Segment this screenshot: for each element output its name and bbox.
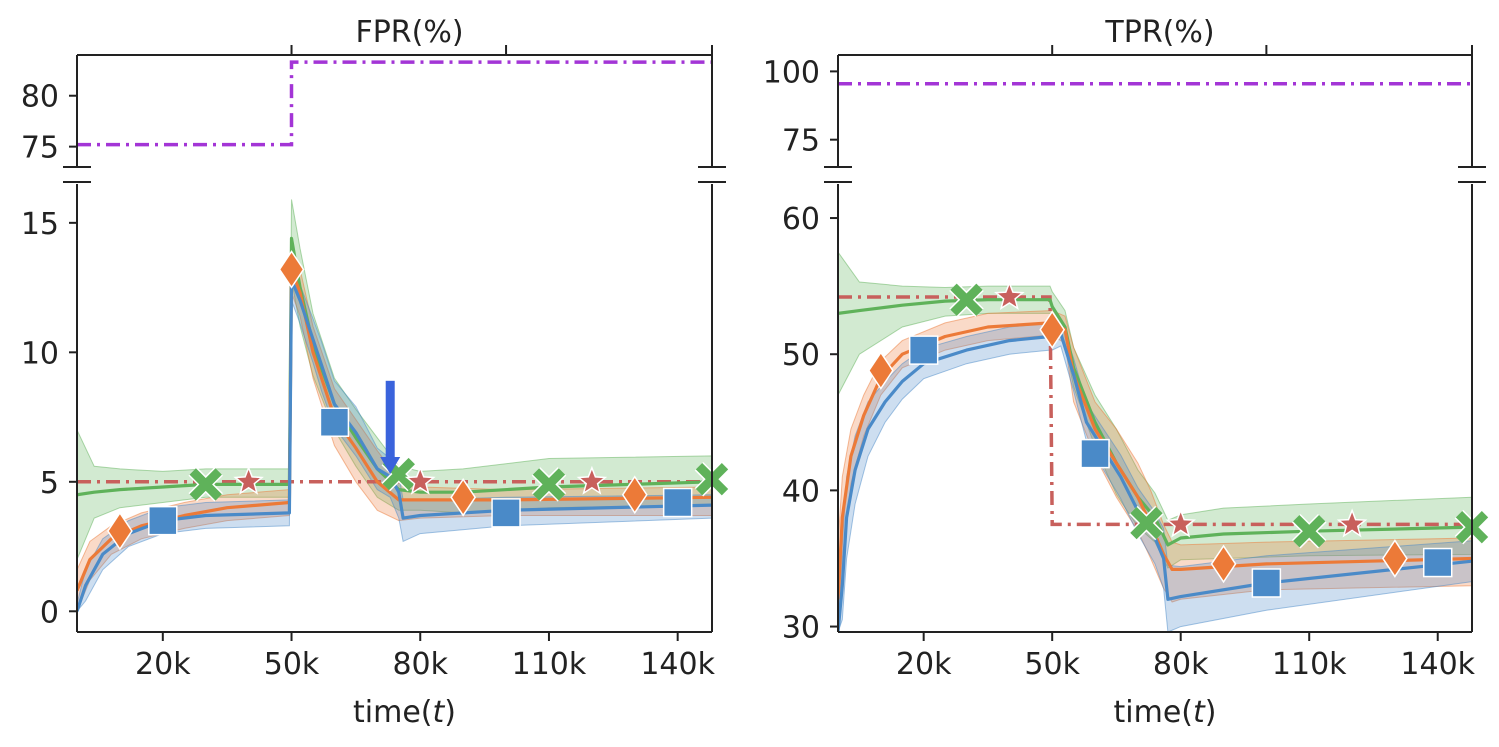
- x-tick-label: 50k: [264, 647, 320, 682]
- y-tick-label: 75: [782, 124, 820, 159]
- y-tick-label: 15: [21, 207, 59, 242]
- x-axis-label-suffix: ): [444, 695, 456, 730]
- x-tick-label: 80k: [392, 647, 448, 682]
- blue-square-marker: [910, 336, 938, 364]
- x-axis-label-prefix: time(: [353, 695, 432, 730]
- x-axis-label-suffix: ): [1205, 695, 1217, 730]
- x-tick-label: 140k: [640, 647, 715, 682]
- chart-figure: 20k 50k 80k 110k 140k 0 5 10 15 75 80 FPR(%) time(t)…: [0, 0, 1499, 747]
- arrow-shaft: [386, 381, 395, 458]
- blue-square-marker: [149, 507, 177, 535]
- x-tick-label: 20k: [135, 647, 191, 682]
- bottom-plot-area: [838, 252, 1472, 632]
- blue-square-marker: [320, 408, 348, 436]
- y-tick-label: 30: [782, 611, 820, 646]
- x-axis-label: time(t): [1114, 695, 1217, 730]
- blue-band: [838, 322, 1472, 633]
- x-axis-label-prefix: time(: [1114, 695, 1193, 730]
- x-tick-label: 20k: [896, 647, 952, 682]
- blue-square-marker: [492, 499, 520, 527]
- blue-square-marker: [664, 489, 692, 517]
- top-plot-area: [77, 62, 712, 145]
- y-tick-label: 5: [40, 466, 59, 501]
- x-tick-label: 140k: [1400, 647, 1475, 682]
- x-tick-label: 110k: [512, 647, 587, 682]
- panel-tpr: 20k 50k 80k 110k 140k 30 40 50 60 75 100 TPR(%) time…: [763, 15, 1486, 730]
- chart-title: FPR(%): [355, 15, 463, 50]
- blue-square-marker: [1081, 440, 1109, 468]
- blue-square-marker: [1252, 569, 1280, 597]
- x-axis-label: time(t): [353, 695, 456, 730]
- y-tick-label: 0: [40, 595, 59, 630]
- y-tick-label: 80: [21, 80, 59, 115]
- y-tick-label: 75: [21, 131, 59, 166]
- axes: [63, 45, 726, 641]
- y-tick-label: 40: [782, 474, 820, 509]
- y-tick-label: 50: [782, 338, 820, 373]
- purple-line: [77, 62, 712, 145]
- panel-fpr: 20k 50k 80k 110k 140k 0 5 10 15 75 80 FPR(%) time(t): [21, 15, 726, 730]
- x-tick-label: 110k: [1272, 647, 1347, 682]
- y-tick-label: 10: [21, 336, 59, 371]
- x-tick-label: 50k: [1024, 647, 1080, 682]
- y-tick-label: 60: [782, 202, 820, 237]
- y-tick-label: 100: [763, 55, 820, 90]
- blue-square-marker: [1424, 549, 1452, 577]
- x-tick-label: 80k: [1153, 647, 1209, 682]
- chart-title: TPR(%): [1104, 15, 1214, 50]
